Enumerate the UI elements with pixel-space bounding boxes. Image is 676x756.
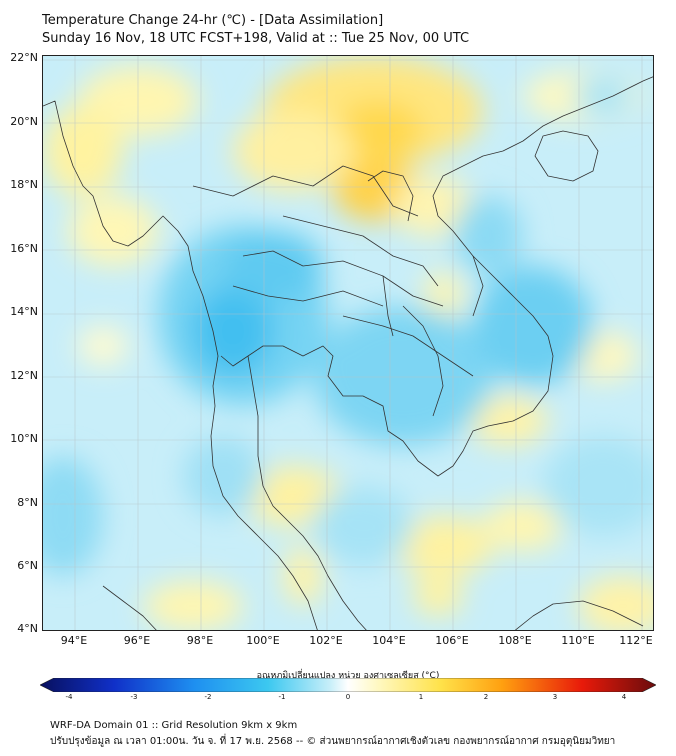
temperature-field-map (43, 56, 653, 630)
lat-label-10n: 10°N (10, 432, 38, 445)
lon-label-94e: 94°E (60, 634, 88, 647)
colorbar-tick-3: 3 (552, 693, 558, 701)
title-line-1: Temperature Change 24-hr (℃) - [Data Ass… (42, 13, 384, 28)
colorbar-tick-4: 4 (621, 693, 627, 701)
lon-label-98e: 98°E (186, 634, 214, 647)
lat-label-18n: 18°N (10, 178, 38, 191)
colorbar-tick-2: 2 (483, 693, 489, 701)
colorbar (40, 678, 656, 692)
colorbar-tick-0: 0 (345, 693, 351, 701)
lon-label-110e: 110°E (561, 634, 595, 647)
footer-update-info: ปรับปรุงข้อมูล ณ เวลา 01:00น. วัน จ. ที่… (50, 736, 616, 747)
colorbar-tick-m4: -4 (65, 693, 73, 701)
colorbar-tick-m3: -3 (130, 693, 138, 701)
lon-label-100e: 100°E (246, 634, 280, 647)
lat-label-12n: 12°N (10, 369, 38, 382)
colorbar-tick-1: 1 (418, 693, 424, 701)
lat-label-8n: 8°N (17, 496, 38, 509)
lon-label-108e: 108°E (498, 634, 532, 647)
lon-label-102e: 102°E (309, 634, 343, 647)
map-plot-area (42, 55, 654, 631)
lon-label-106e: 106°E (435, 634, 469, 647)
title-line-2: Sunday 16 Nov, 18 UTC FCST+198, Valid at… (42, 31, 470, 46)
lat-label-22n: 22°N (10, 51, 38, 64)
colorbar-tick-m1: -1 (278, 693, 286, 701)
map-title: Temperature Change 24-hr (℃) - [Data Ass… (42, 12, 469, 48)
lon-label-96e: 96°E (123, 634, 151, 647)
lon-label-104e: 104°E (372, 634, 406, 647)
lon-label-112e: 112°E (619, 634, 653, 647)
colorbar-tick-m2: -2 (204, 693, 212, 701)
lat-label-6n: 6°N (17, 559, 38, 572)
lat-label-4n: 4°N (17, 622, 38, 635)
lat-label-16n: 16°N (10, 242, 38, 255)
lat-label-20n: 20°N (10, 115, 38, 128)
lat-label-14n: 14°N (10, 305, 38, 318)
footer-model-info: WRF-DA Domain 01 :: Grid Resolution 9km … (50, 720, 298, 731)
colorbar-caption: อุณหภูมิเปลี่ยนแปลง หน่วย องศาเซลเซียส (… (256, 671, 440, 681)
